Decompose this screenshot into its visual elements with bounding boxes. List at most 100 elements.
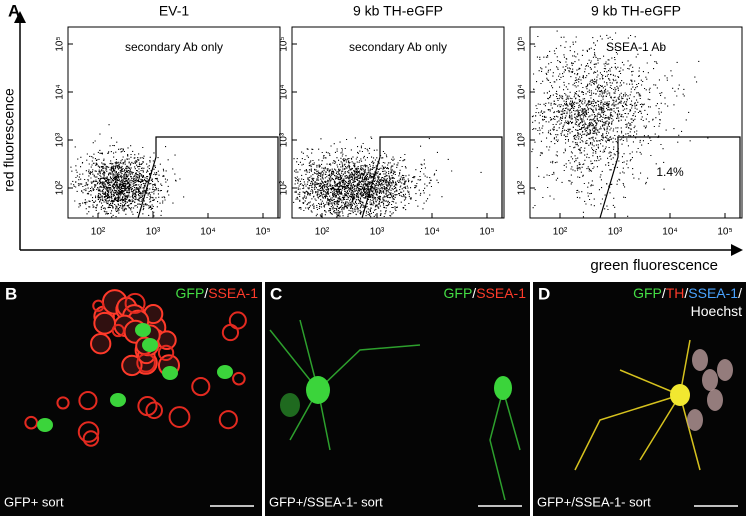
dot-cloud [70,124,185,218]
x-tick-label: 10³ [608,227,623,238]
red-cell [24,415,38,430]
plot-annotation: secondary Ab only [349,40,447,54]
stain-legend: Hoechst [691,303,742,319]
plot-title: 9 kb TH-eGFP [591,3,681,19]
stain-name: / [204,285,208,301]
red-cell [124,292,146,314]
x-tick-label: 10⁵ [717,227,732,238]
gate [599,136,741,219]
x-tick-label: 10³ [146,227,161,238]
dot-plot: 9 kb TH-eGFP secondary Ab only 10² 10³ 10⁴ 10… [279,3,505,238]
red-cell [82,430,100,447]
x-tick-label: 10⁵ [479,227,494,238]
y-tick-label: 10³ [517,132,528,147]
x-tick-label: 10⁵ [255,227,270,238]
y-tick-label: 10⁴ [517,84,528,99]
x-tick-label: 10⁴ [662,227,677,238]
stain-name: SSEA-1 [476,285,526,301]
gfp-cell [135,323,151,337]
dot-cloud [293,136,482,218]
gate [361,136,503,219]
red-cell [111,323,125,338]
plot-frame [291,26,505,219]
gfp-cell [162,366,178,380]
plot-title: 9 kb TH-eGFP [353,3,443,19]
y-tick-label: 10² [279,180,290,195]
y-tick-label: 10⁵ [517,36,528,51]
sort-caption: GFP+/SSEA-1- sort [269,494,383,509]
gfp-cell [217,365,233,379]
gfp-cell [280,393,300,417]
red-cell [218,410,238,430]
plot-frame [529,26,743,219]
dot-plot: EV-1 secondary Ab only 10² 10³ 10⁴ 10⁵ 10² 10³ 1… [55,3,281,238]
gate [137,136,279,219]
stain-name: SSEA-1 [688,285,738,301]
panel-label: C [270,284,282,303]
gfp-cell [142,338,158,352]
gfp-cell [306,376,330,404]
neurite [574,339,701,471]
stain-name: / [684,285,688,301]
red-cell [78,390,98,411]
red-cell [92,299,105,312]
red-cell [191,377,211,397]
gfp-cell [494,376,512,400]
panel-label: D [538,284,550,303]
micrograph-panel: B GFP/SSEA-1 GFP+ sort [0,282,262,516]
y-tick-label: 10³ [55,132,66,147]
y-tick-label: 10⁵ [55,36,66,51]
panel-label: A [8,1,20,20]
micrograph [265,282,530,516]
stain-name: / [738,285,742,301]
y-tick-label: 10⁵ [279,36,290,51]
red-cell [90,333,112,355]
stain-legend: GFP/TH/SSEA-1/ [633,285,742,301]
sort-caption: GFP+/SSEA-1- sort [537,494,651,509]
stain-legend: GFP/SSEA-1 [176,285,259,301]
sort-caption: GFP+ sort [4,494,64,509]
neurite [269,319,521,501]
x-tick-label: 10⁴ [424,227,439,238]
stain-name: TH [666,285,685,301]
y-tick-label: 10² [55,180,66,195]
red-cell [157,344,175,362]
gfp-cell [110,393,126,407]
stain-name: GFP [633,285,662,301]
stain-name: / [472,285,476,301]
stain-name: Hoechst [691,303,742,319]
red-cell [232,371,246,386]
y-tick-label: 10⁴ [279,84,290,99]
y-axis-label: red fluorescence [1,88,17,192]
y-tick-label: 10⁴ [55,84,66,99]
plot-title: EV-1 [159,3,190,19]
hoechst-nucleus [717,359,733,381]
stain-name: GFP [176,285,205,301]
x-tick-label: 10² [91,227,106,238]
gate-percent: 1.4% [656,165,684,179]
hoechst-nucleus [702,369,718,391]
red-cell [136,353,156,373]
x-tick-label: 10⁴ [200,227,215,238]
hoechst-nucleus [692,349,708,371]
gfp-th-cell [670,384,690,406]
red-cell [221,323,240,342]
plot-annotation: SSEA-1 Ab [606,40,666,54]
stain-legend: GFP/SSEA-1 [444,285,527,301]
plot-annotation: secondary Ab only [125,40,223,54]
hoechst-nucleus [687,409,703,431]
stain-name: SSEA-1 [208,285,258,301]
y-tick-label: 10³ [279,132,290,147]
dot-cloud [531,30,709,218]
hoechst-nucleus [707,389,723,411]
y-tick-label: 10² [517,180,528,195]
panel-label: B [5,284,17,303]
micrograph-panel: C GFP/SSEA-1 GFP+/SSEA-1- sort [265,282,530,516]
red-cell [145,401,163,420]
stain-name: / [662,285,666,301]
plot-frame [67,26,281,219]
gfp-cell [37,418,53,432]
x-tick-label: 10² [315,227,330,238]
